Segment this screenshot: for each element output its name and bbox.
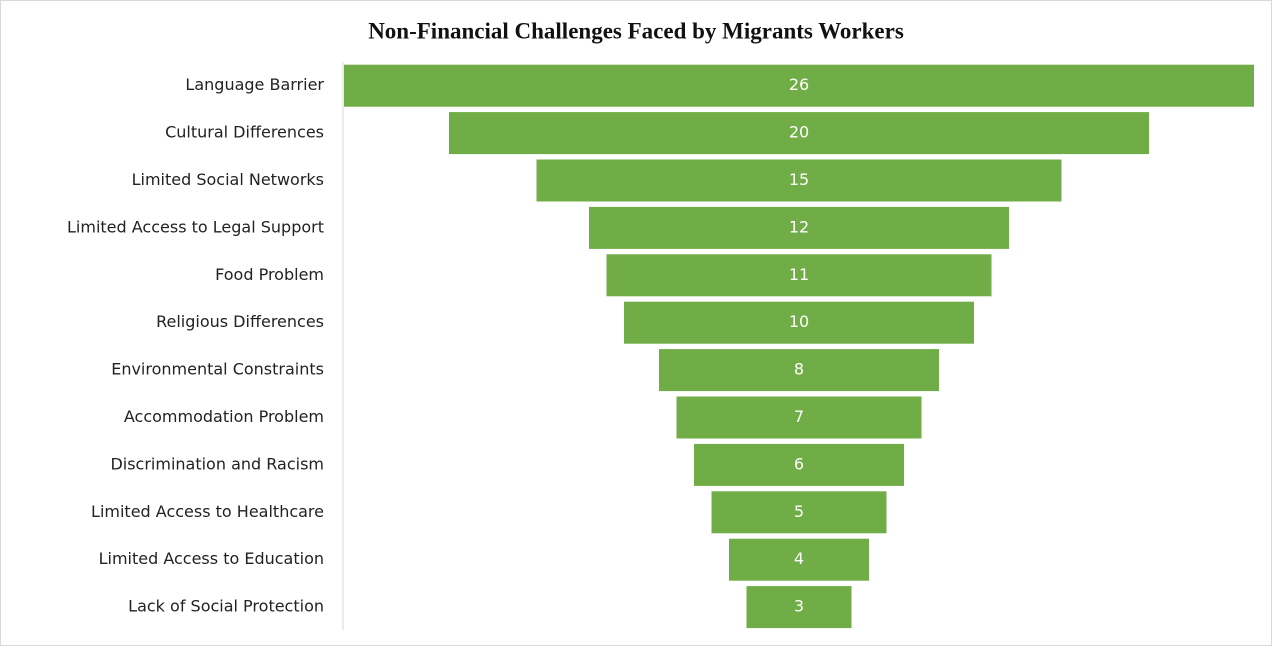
category-label: Food Problem (215, 265, 324, 284)
bar (606, 254, 992, 297)
chart-title: Non-Financial Challenges Faced by Migran… (368, 18, 904, 43)
data-label: 5 (794, 502, 804, 521)
category-label: Cultural Differences (165, 123, 324, 142)
data-label: 10 (789, 312, 809, 331)
data-label: 11 (789, 265, 809, 284)
bar (659, 349, 939, 392)
bar (449, 112, 1149, 155)
data-label: 6 (794, 454, 804, 473)
data-label: 7 (794, 407, 804, 426)
bar (746, 586, 852, 629)
data-label: 26 (789, 75, 809, 94)
data-label: 20 (789, 123, 809, 142)
bar (589, 206, 1009, 249)
category-label: Limited Access to Healthcare (91, 502, 324, 521)
bar (624, 301, 974, 344)
data-label: 4 (794, 549, 804, 568)
category-label: Lack of Social Protection (128, 597, 324, 616)
category-label: Accommodation Problem (124, 407, 324, 426)
category-label: Limited Access to Education (99, 549, 324, 568)
bar (676, 396, 922, 439)
category-label: Limited Social Networks (132, 170, 324, 189)
category-label: Limited Access to Legal Support (67, 217, 324, 236)
category-label: Religious Differences (156, 312, 324, 331)
data-label: 3 (794, 597, 804, 616)
bar (729, 538, 869, 581)
data-label: 8 (794, 360, 804, 379)
bar (694, 443, 904, 486)
bar (536, 159, 1062, 202)
category-label: Discrimination and Racism (110, 454, 324, 473)
bar (711, 491, 887, 534)
bar (344, 64, 1254, 107)
category-label: Environmental Constraints (111, 360, 324, 379)
data-label: 12 (789, 217, 809, 236)
category-label: Language Barrier (185, 75, 324, 94)
data-label: 15 (789, 170, 809, 189)
